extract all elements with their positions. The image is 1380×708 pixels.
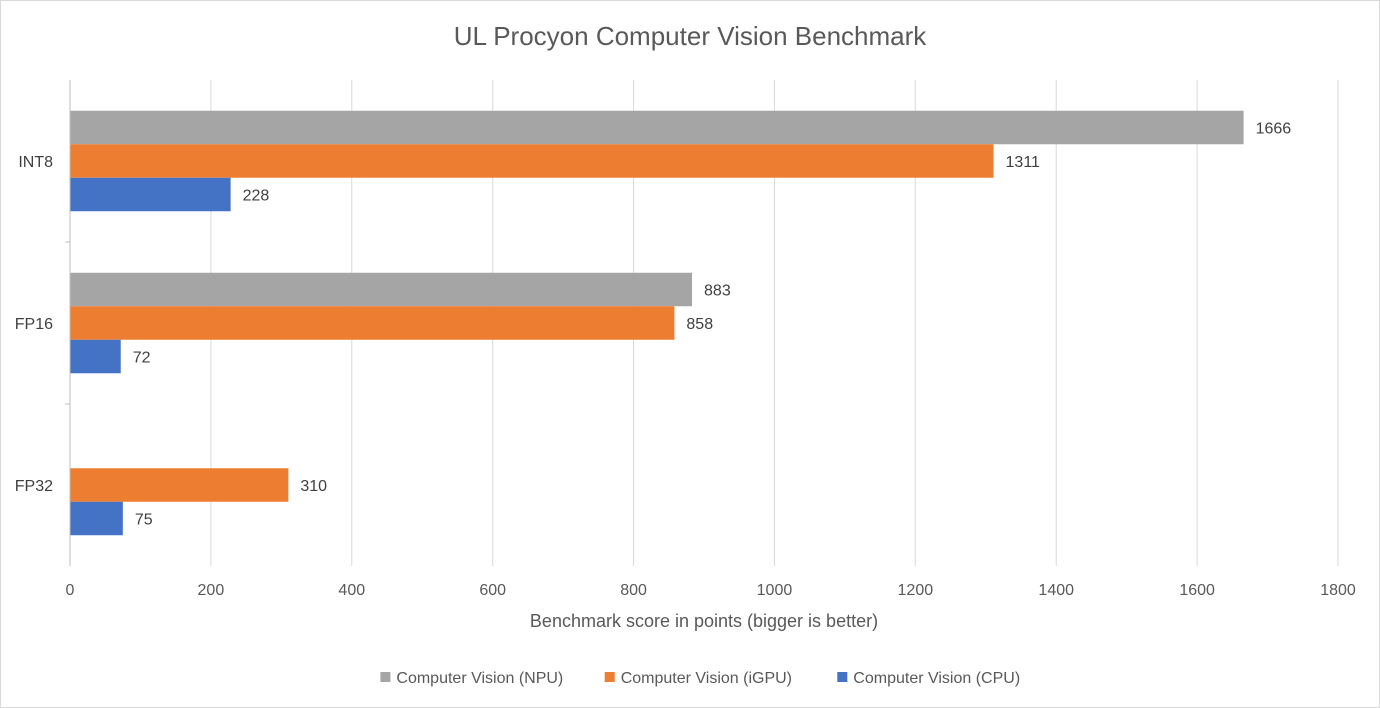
bar-value-label: 228 bbox=[243, 188, 270, 205]
bar bbox=[70, 339, 121, 374]
category-label: INT8 bbox=[18, 154, 53, 171]
bar bbox=[70, 144, 994, 178]
x-tick-label: 1600 bbox=[1179, 582, 1215, 599]
x-tick-label: 800 bbox=[620, 582, 647, 599]
legend-label: Computer Vision (CPU) bbox=[853, 670, 1020, 687]
bars bbox=[70, 110, 1244, 536]
legend-label: Computer Vision (iGPU) bbox=[621, 670, 792, 687]
bar bbox=[70, 110, 1244, 145]
x-tick-label: 1200 bbox=[898, 582, 934, 599]
x-tick-label: 1400 bbox=[1038, 582, 1074, 599]
x-tick-label: 600 bbox=[479, 582, 506, 599]
data-labels: 1666 1311 228 883 858 72 310 75 bbox=[133, 121, 1292, 529]
category-label: FP32 bbox=[15, 478, 53, 495]
bar-value-label: 72 bbox=[133, 350, 151, 367]
axes: 0 200 400 600 800 1000 1200 1400 1600 1800 INT8 FP1… bbox=[15, 80, 1356, 599]
legend-label: Computer Vision (NPU) bbox=[396, 670, 563, 687]
legend-swatch bbox=[604, 672, 615, 682]
x-tick-label: 0 bbox=[66, 582, 75, 599]
legend: Computer Vision (NPU) Computer Vision (iG… bbox=[380, 670, 1020, 687]
bar bbox=[70, 272, 693, 307]
legend-swatch bbox=[380, 672, 391, 682]
x-axis-title: Benchmark score in points (bigger is bet… bbox=[530, 611, 878, 631]
bar-value-label: 75 bbox=[135, 512, 153, 529]
legend-swatch bbox=[837, 672, 848, 682]
x-tick-label: 1000 bbox=[757, 582, 793, 599]
chart-title: UL Procyon Computer Vision Benchmark bbox=[454, 21, 928, 51]
x-tick-label: 200 bbox=[198, 582, 225, 599]
bar-value-label: 1311 bbox=[1006, 154, 1041, 171]
bar-value-label: 883 bbox=[704, 283, 731, 300]
bar bbox=[70, 306, 675, 340]
bar-value-label: 858 bbox=[686, 316, 713, 333]
category-label: FP16 bbox=[15, 316, 53, 333]
bar bbox=[70, 468, 289, 502]
bar bbox=[70, 177, 231, 212]
bar-value-label: 310 bbox=[300, 478, 327, 495]
bar bbox=[70, 501, 123, 536]
x-tick-label: 1800 bbox=[1320, 582, 1356, 599]
x-tick-label: 400 bbox=[338, 582, 365, 599]
bar-value-label: 1666 bbox=[1256, 121, 1292, 138]
